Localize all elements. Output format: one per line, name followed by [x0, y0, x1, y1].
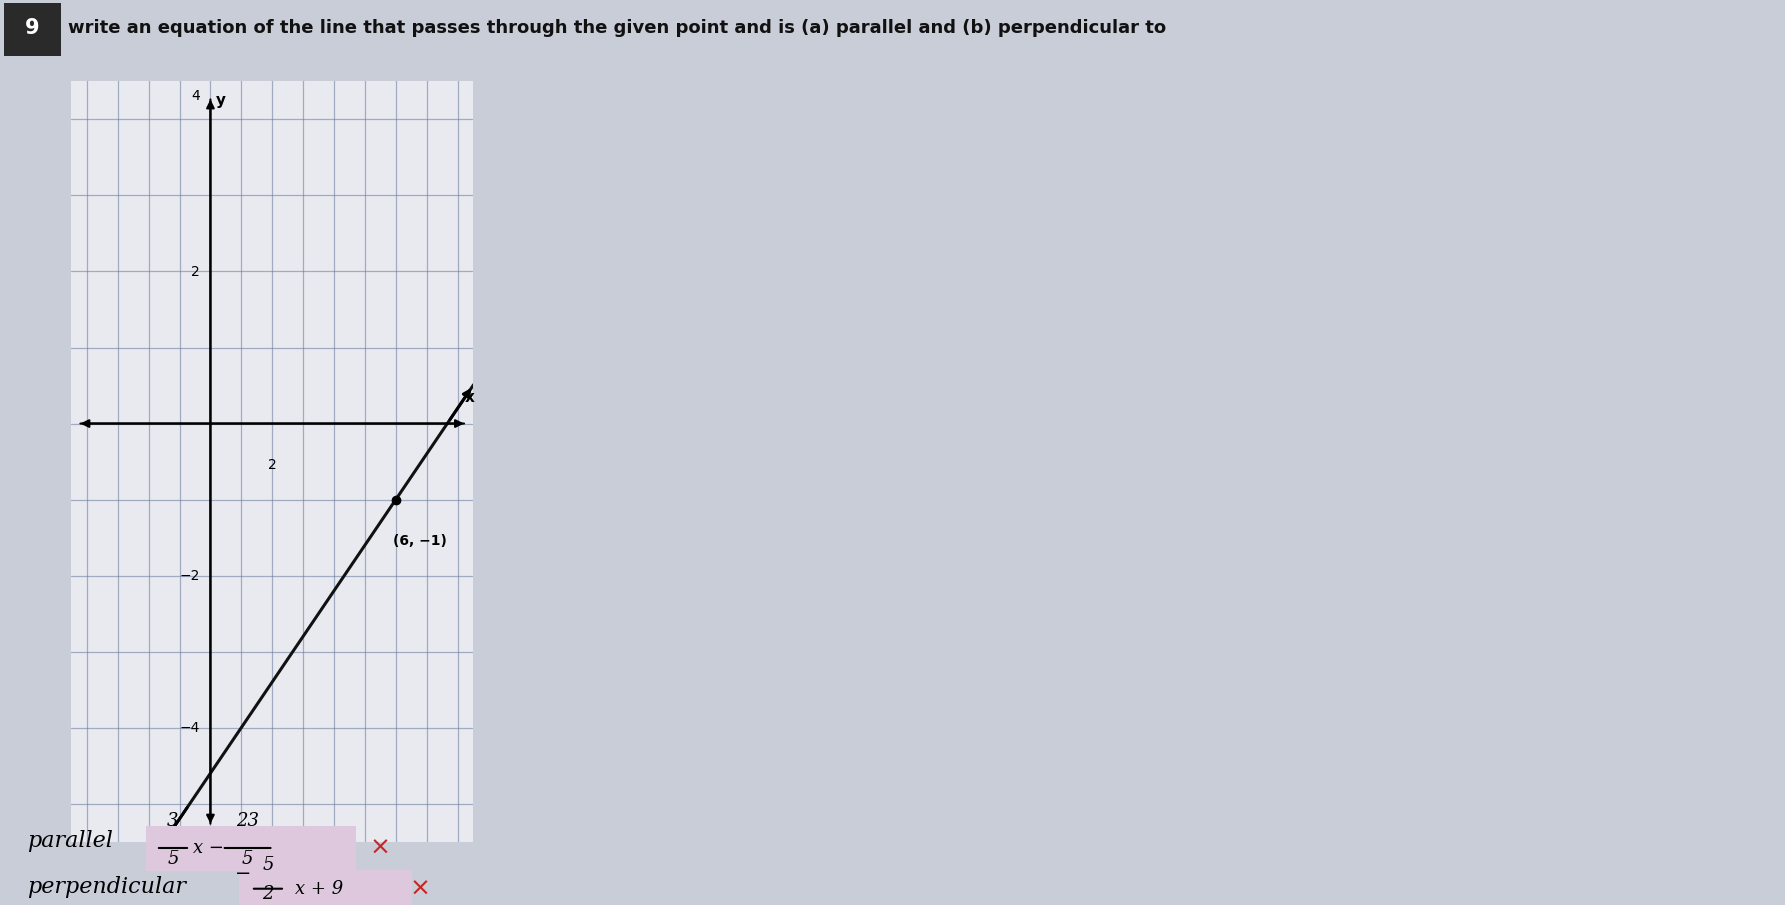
Text: −2: −2	[178, 568, 200, 583]
Text: 5: 5	[168, 851, 178, 869]
Text: 23: 23	[236, 812, 259, 830]
Text: ×: ×	[411, 877, 430, 900]
Text: −: −	[234, 865, 252, 883]
FancyBboxPatch shape	[146, 825, 357, 872]
Text: 4: 4	[191, 89, 200, 103]
Text: write an equation of the line that passes through the given point and is (a) par: write an equation of the line that passe…	[68, 19, 1166, 37]
Text: x −: x −	[193, 839, 225, 857]
FancyBboxPatch shape	[239, 871, 412, 905]
Text: 3: 3	[168, 812, 178, 830]
Text: −4: −4	[178, 720, 200, 735]
Text: ×: ×	[369, 836, 391, 860]
Text: 2: 2	[262, 885, 273, 903]
Text: perpendicular: perpendicular	[27, 876, 186, 898]
Text: parallel: parallel	[27, 831, 112, 853]
FancyBboxPatch shape	[4, 3, 61, 56]
Text: 2: 2	[268, 458, 277, 472]
Text: 2: 2	[191, 264, 200, 279]
Text: y: y	[216, 93, 227, 108]
Text: 9: 9	[25, 18, 39, 38]
Text: 5: 5	[262, 856, 273, 874]
Text: x + 9: x + 9	[295, 880, 343, 898]
Text: (6, −1): (6, −1)	[393, 534, 446, 548]
Text: 5: 5	[241, 851, 253, 869]
Text: x: x	[466, 389, 475, 405]
